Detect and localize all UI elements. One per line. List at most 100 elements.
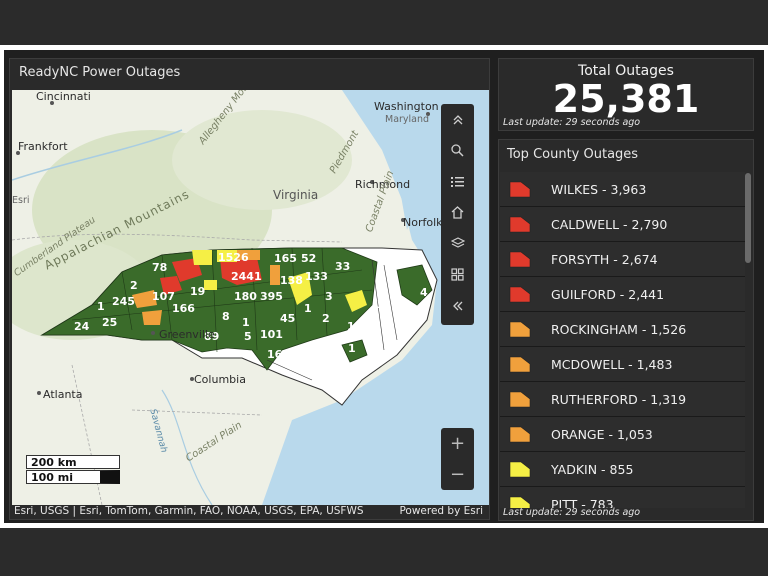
zoom-in-button[interactable]: + [449, 433, 466, 454]
scale-bar: 200 km 100 mi [26, 455, 120, 484]
county-swatch-icon [509, 286, 531, 303]
county-label: CALDWELL - 2,790 [551, 216, 668, 232]
county-label: 133 [305, 270, 328, 283]
collapse-left-icon[interactable] [441, 290, 474, 321]
legend-list-icon[interactable] [441, 166, 474, 197]
county-outages-panel: Top County Outages WILKES - 3,963 CALDWEL… [498, 139, 754, 521]
county-row[interactable]: MCDOWELL - 1,483 [500, 347, 745, 382]
county-row[interactable]: GUILFORD - 2,441 [500, 277, 745, 312]
county-row[interactable]: WILKES - 3,963 [500, 172, 745, 207]
county-label: PITT - 783 [551, 496, 614, 509]
county-label: WILKES - 3,963 [551, 181, 647, 197]
county-label: 19 [190, 285, 205, 298]
county-label: 52 [301, 252, 316, 265]
place-label: Cincinnati [36, 90, 91, 103]
county-label: 5 [244, 330, 252, 343]
county-swatch-icon [509, 216, 531, 233]
place-label: Norfolk [403, 216, 443, 229]
county-last-update: Last update: 29 seconds ago [503, 507, 641, 518]
county-row[interactable]: FORSYTH - 2,674 [500, 242, 745, 277]
county-label: 1 [347, 320, 355, 333]
county-label: 101 [260, 328, 283, 341]
total-value: 25,381 [552, 77, 700, 121]
county-label: 1 [97, 300, 105, 313]
map-title: ReadyNC Power Outages [19, 65, 181, 80]
total-title: Total Outages [578, 63, 674, 79]
county-row[interactable]: CALDWELL - 2,790 [500, 207, 745, 242]
place-label: Esri [12, 195, 30, 206]
scrollbar[interactable] [745, 173, 751, 263]
county-row[interactable]: YADKIN - 855 [500, 452, 745, 487]
scale-km: 200 km [26, 455, 120, 469]
county-swatch-icon [509, 461, 531, 478]
county-label: 1526 [218, 251, 249, 264]
county-label: RUTHERFORD - 1,319 [551, 391, 687, 407]
county-label: 1 [348, 342, 356, 355]
county-label: 138 [280, 274, 303, 287]
county-label: 2441 [231, 270, 262, 283]
total-outages-panel: Total Outages 25,381 Last update: 29 sec… [498, 58, 754, 131]
county-label: 45 [280, 312, 295, 325]
county-label: 1 [372, 298, 380, 311]
county-row[interactable]: ORANGE - 1,053 [500, 417, 745, 452]
county-label: 166 [172, 302, 195, 315]
county-label: 3 [325, 290, 333, 303]
county-row[interactable]: ROCKINGHAM - 1,526 [500, 312, 745, 347]
place-label: Greenville [159, 328, 215, 341]
county-label: 16 [267, 348, 283, 361]
county-label: 89 [204, 330, 219, 343]
place-label: Atlanta [43, 388, 83, 401]
county-label: FORSYTH - 2,674 [551, 251, 658, 267]
total-last-update: Last update: 29 seconds ago [503, 117, 641, 128]
map-attribution: Esri, USGS | Esri, TomTom, Garmin, FAO, … [14, 505, 364, 517]
county-title: Top County Outages [507, 147, 639, 162]
county-swatch-icon [509, 181, 531, 198]
county-row[interactable]: PITT - 783 [500, 487, 745, 508]
collapse-up-icon[interactable] [441, 104, 474, 135]
county-label: YADKIN - 855 [551, 461, 634, 477]
powered-by[interactable]: Powered by Esri [399, 505, 483, 517]
county-label: 25 [102, 316, 117, 329]
map-toolbar [441, 104, 474, 325]
county-label: 107 [152, 290, 175, 303]
layers-icon[interactable] [441, 228, 474, 259]
county-label: 8 [222, 310, 230, 323]
place-label: Columbia [194, 373, 246, 386]
county-label: 180 [234, 290, 257, 303]
basemap-gallery-icon[interactable] [441, 259, 474, 290]
county-label: 1 [304, 302, 312, 315]
county-label: ORANGE - 1,053 [551, 426, 653, 442]
county-labels: 78 1526 2441 165 52 33 138 133 2 245 107… [74, 251, 428, 361]
zoom-control: + − [441, 428, 474, 490]
search-icon[interactable] [441, 135, 474, 166]
county-label: 24 [74, 320, 90, 333]
county-row[interactable]: RUTHERFORD - 1,319 [500, 382, 745, 417]
county-label: 1 [242, 316, 250, 329]
county-label: 2 [322, 312, 330, 325]
map-view[interactable]: 78 1526 2441 165 52 33 138 133 2 245 107… [12, 90, 489, 505]
county-list[interactable]: WILKES - 3,963 CALDWELL - 2,790 FORSYTH - … [500, 172, 745, 508]
county-label: 78 [152, 261, 167, 274]
county-swatch-icon [509, 496, 531, 508]
county-swatch-icon [509, 391, 531, 408]
county-swatch-icon [509, 426, 531, 443]
place-label: Maryland [385, 114, 430, 125]
zoom-out-button[interactable]: − [449, 464, 466, 485]
place-label: Virginia [273, 188, 319, 202]
county-swatch-icon [509, 321, 531, 338]
county-label: 2 [130, 279, 138, 292]
map-panel: ReadyNC Power Outages [9, 58, 490, 520]
county-label: 33 [335, 260, 350, 273]
basemap: 78 1526 2441 165 52 33 138 133 2 245 107… [12, 90, 489, 505]
place-label: Washington [374, 100, 439, 113]
county-label: MCDOWELL - 1,483 [551, 356, 673, 372]
place-label: Richmond [355, 178, 411, 191]
county-label: GUILFORD - 2,441 [551, 286, 665, 302]
scale-mi: 100 mi [26, 470, 120, 484]
county-label: ROCKINGHAM - 1,526 [551, 321, 687, 337]
county-label: 4 [420, 286, 428, 299]
county-label: 395 [260, 290, 283, 303]
county-label: 245 [112, 295, 135, 308]
home-icon[interactable] [441, 197, 474, 228]
county-swatch-icon [509, 356, 531, 373]
